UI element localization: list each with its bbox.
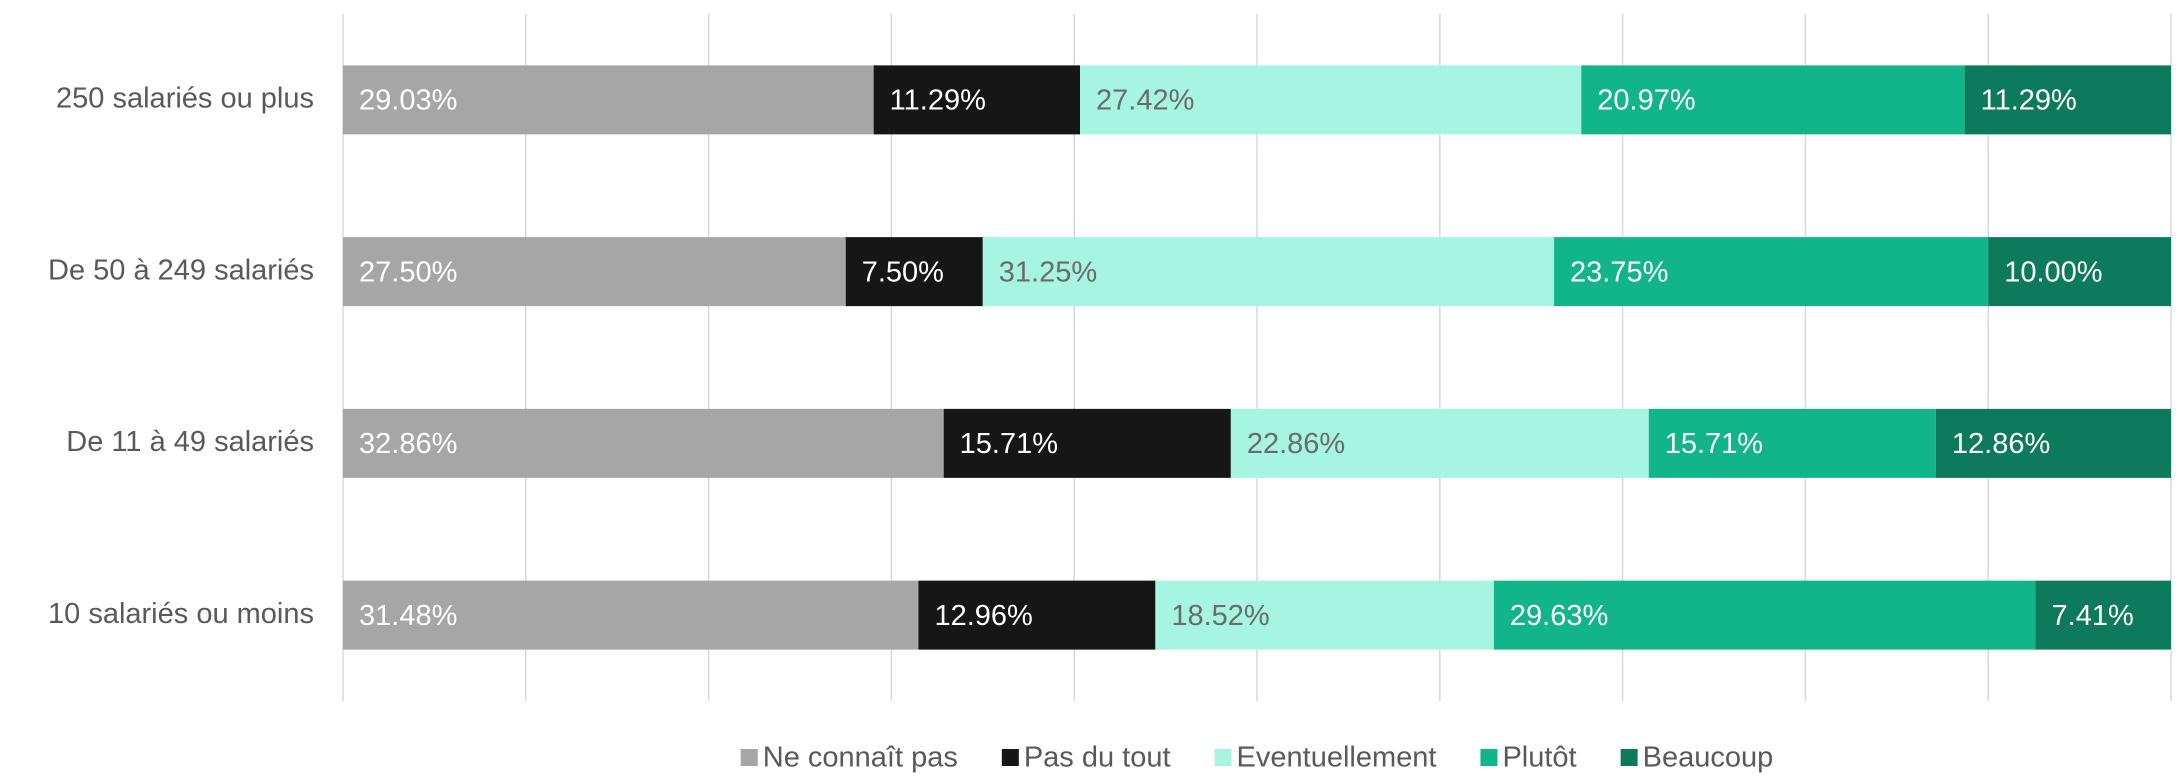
- value-label: 15.71%: [1665, 428, 1763, 460]
- bar-segment: [1493, 580, 2036, 650]
- bar-segment: [943, 408, 1231, 478]
- legend-label: Plutôt: [1502, 742, 1576, 774]
- category-label: De 11 à 49 salariés: [66, 426, 314, 458]
- value-label: 12.86%: [1952, 428, 2050, 460]
- value-label: 32.86%: [359, 428, 457, 460]
- bar-segment: [1935, 408, 2171, 478]
- bar-segment: [343, 580, 919, 650]
- value-label: 11.29%: [890, 85, 986, 117]
- bar-segment: [918, 580, 1156, 650]
- value-label: 15.71%: [960, 428, 1058, 460]
- bar-segment: [982, 237, 1555, 307]
- legend-label: Pas du tout: [1024, 742, 1171, 774]
- bar-segment: [845, 237, 983, 307]
- value-label: 29.03%: [359, 85, 457, 117]
- bar-segment: [873, 65, 1081, 135]
- value-label: 27.42%: [1096, 85, 1194, 117]
- category-label: 10 salariés ou moins: [48, 598, 314, 630]
- value-label: 29.63%: [1510, 600, 1608, 632]
- legend: Ne connaît pas Pas du tout Eventuellement P…: [740, 742, 1774, 774]
- value-label: 20.97%: [1597, 85, 1695, 117]
- bar-segment: [343, 237, 846, 307]
- bar-segment: [1581, 65, 1965, 135]
- value-label: 27.50%: [359, 256, 457, 288]
- bar-segment: [1964, 65, 2171, 135]
- bar-segment: [1230, 408, 1649, 478]
- legend-label: Ne connaît pas: [763, 742, 958, 774]
- value-label: 22.86%: [1247, 428, 1345, 460]
- bar-segment: [343, 65, 874, 135]
- legend-label: Beaucoup: [1643, 742, 1774, 774]
- legend-swatch: [1480, 749, 1498, 766]
- legend-label: Eventuellement: [1237, 742, 1437, 774]
- category-label: De 50 à 249 salariés: [48, 254, 314, 286]
- bar-segment: [1988, 237, 2171, 307]
- value-label: 18.52%: [1171, 600, 1269, 632]
- value-label: 10.00%: [2004, 256, 2102, 288]
- legend-swatch: [1214, 749, 1232, 766]
- value-label: 7.41%: [2052, 600, 2134, 632]
- value-label: 7.50%: [862, 256, 944, 288]
- legend-swatch: [1001, 749, 1019, 766]
- legend-swatch: [1620, 749, 1638, 766]
- value-label: 23.75%: [1570, 256, 1668, 288]
- bar-segment: [1648, 408, 1936, 478]
- value-label: 11.29%: [1981, 85, 2077, 117]
- category-label: 250 salariés ou plus: [56, 83, 314, 115]
- bar-segment: [1155, 580, 1494, 650]
- value-label: 12.96%: [934, 600, 1032, 632]
- bar-segment: [1554, 237, 1989, 307]
- bar-segment: [2035, 580, 2171, 650]
- legend-swatch: [740, 749, 758, 766]
- value-label: 31.48%: [359, 600, 457, 632]
- bar-segment: [1080, 65, 1582, 135]
- value-label: 31.25%: [999, 256, 1097, 288]
- bar-segment: [343, 408, 944, 478]
